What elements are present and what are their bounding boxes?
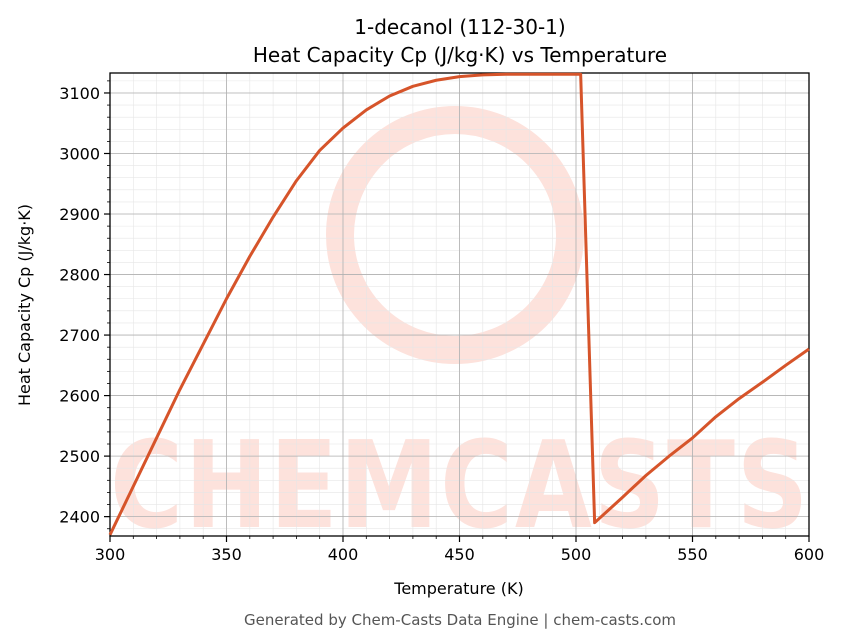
x-axis-label: Temperature (K) — [393, 579, 523, 598]
footer-credit: Generated by Chem-Casts Data Engine | ch… — [244, 611, 676, 629]
y-tick-label: 3100 — [59, 84, 100, 103]
chart-subtitle: Heat Capacity Cp (J/kg·K) vs Temperature — [253, 43, 667, 67]
chemcasts-watermark: CHEMCASTS — [110, 106, 810, 556]
y-tick-label: 2400 — [59, 508, 100, 527]
x-tick-label: 600 — [794, 545, 825, 564]
y-tick-label: 2900 — [59, 205, 100, 224]
y-tick-label: 3000 — [59, 144, 100, 163]
y-tick-label: 2700 — [59, 326, 100, 345]
x-tick-label: 450 — [444, 545, 475, 564]
x-tick-label: 300 — [95, 545, 126, 564]
x-tick-label: 350 — [211, 545, 242, 564]
x-tick-label: 500 — [561, 545, 592, 564]
series-line — [108, 72, 810, 536]
axis-ticks — [104, 80, 810, 542]
x-tick-label: 550 — [677, 545, 708, 564]
y-tick-label: 2800 — [59, 266, 100, 285]
x-tick-label: 400 — [328, 545, 359, 564]
watermark-text: CHEMCASTS — [110, 417, 810, 556]
watermark-logo-ring — [326, 106, 584, 364]
y-tick-label: 2600 — [59, 387, 100, 406]
y-tick-label: 2500 — [59, 447, 100, 466]
chart-title: 1-decanol (112-30-1) — [354, 15, 565, 39]
grid — [109, 73, 810, 536]
y-axis-label: Heat Capacity Cp (J/kg·K) — [15, 204, 34, 406]
tick-labels: 300 350 400 450 500 550 600 2400 2500 2600 2700 280… — [59, 84, 824, 564]
